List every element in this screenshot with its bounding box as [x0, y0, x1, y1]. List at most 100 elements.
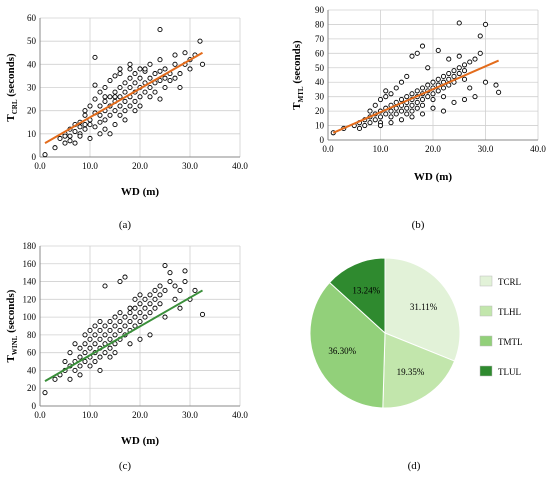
- data-point: [472, 56, 478, 62]
- x-tick-label: 0.0: [34, 161, 46, 171]
- pie-slice-tlhl: [382, 332, 456, 409]
- data-point: [367, 108, 373, 114]
- chart-panel-d: 31.11% 19.35% 36.30% 13.24% TCRL TLHL TMTL TLUL: [280, 238, 550, 453]
- data-point: [157, 27, 163, 33]
- data-point: [112, 94, 118, 100]
- data-point: [162, 75, 168, 81]
- caption-d: (d): [407, 460, 421, 472]
- data-point: [419, 102, 426, 108]
- data-point: [92, 124, 98, 130]
- legend-label: TLHL: [498, 307, 521, 317]
- data-point: [182, 50, 188, 56]
- data-point: [172, 61, 178, 67]
- data-point: [425, 82, 431, 88]
- y-tick-label: 30: [315, 92, 325, 102]
- data-point: [147, 75, 153, 81]
- data-point: [419, 111, 426, 117]
- data-point: [87, 122, 93, 128]
- data-point: [112, 314, 118, 320]
- data-point: [372, 117, 378, 123]
- data-point: [409, 53, 415, 59]
- data-point: [72, 367, 78, 373]
- data-point: [383, 94, 389, 100]
- data-point: [393, 111, 399, 117]
- data-point: [107, 78, 113, 84]
- scatter-chart-c: 0 20 40 60 80 100 120 140 160 180 0.0 10.0 20.0 30.0 4…: [5, 241, 248, 447]
- data-point: [440, 73, 447, 79]
- data-point: [157, 96, 163, 102]
- data-point: [62, 133, 68, 139]
- legend-swatch: [479, 335, 493, 347]
- data-point: [127, 310, 133, 316]
- data-point: [87, 327, 93, 333]
- x-tick-label: 30.0: [478, 144, 494, 154]
- y-tick-label: 20: [315, 106, 325, 116]
- data-point: [72, 128, 78, 135]
- data-point: [92, 96, 98, 102]
- data-point: [177, 84, 183, 91]
- data-point: [362, 123, 368, 129]
- data-point: [430, 105, 436, 111]
- data-point: [132, 108, 138, 114]
- data-point: [127, 75, 133, 81]
- data-point: [82, 359, 88, 365]
- scatter-chart-a: 0 10 20 30 40 50 60 0.0 10.0 20.0 30.0 40.0 WD (m) TC…: [5, 13, 248, 198]
- data-point: [112, 122, 118, 128]
- data-point: [97, 119, 103, 125]
- data-point: [117, 84, 123, 91]
- data-point: [97, 112, 103, 118]
- data-point: [127, 103, 133, 109]
- data-point: [456, 53, 462, 59]
- data-point: [182, 268, 188, 274]
- data-point: [356, 125, 363, 131]
- data-point: [122, 89, 128, 95]
- legend-label: TMTL: [498, 337, 523, 347]
- data-point: [388, 120, 394, 126]
- data-point: [430, 79, 436, 85]
- data-point: [398, 79, 405, 85]
- data-point: [137, 310, 143, 316]
- data-point: [162, 84, 168, 91]
- data-point: [162, 263, 168, 269]
- data-point: [383, 88, 389, 94]
- data-point: [199, 311, 206, 317]
- y-tick-label: 0: [32, 152, 37, 162]
- legend-swatch: [479, 275, 493, 287]
- data-point: [97, 319, 103, 325]
- data-point: [117, 112, 123, 118]
- data-point: [102, 84, 108, 91]
- data-point: [92, 359, 98, 365]
- data-point: [451, 68, 457, 74]
- data-point: [107, 319, 113, 325]
- data-point: [147, 94, 153, 100]
- data-point: [147, 310, 153, 316]
- data-point: [137, 66, 143, 72]
- data-point: [414, 99, 420, 105]
- data-point: [377, 114, 384, 120]
- y-tick-label: 30: [27, 83, 37, 93]
- data-point: [404, 105, 410, 111]
- x-tick-label: 20.0: [425, 144, 441, 154]
- data-point: [122, 314, 128, 320]
- data-point: [57, 135, 63, 142]
- data-point: [137, 94, 143, 100]
- data-point: [177, 305, 183, 311]
- data-point: [496, 89, 502, 95]
- data-point: [117, 279, 123, 285]
- y-tick-label: 80: [27, 330, 37, 340]
- data-point: [157, 68, 163, 74]
- data-point: [82, 350, 88, 356]
- trend-line: [332, 59, 500, 134]
- data-point: [117, 310, 123, 316]
- caption-c: (c): [118, 460, 132, 472]
- y-axis-label: TWINL (seconds): [5, 289, 19, 362]
- data-point: [197, 38, 203, 44]
- data-point: [467, 85, 473, 91]
- pie-slice-tlul: [328, 257, 386, 335]
- data-point: [162, 66, 168, 72]
- data-point: [477, 50, 483, 56]
- data-point: [142, 314, 148, 320]
- data-point: [112, 332, 118, 338]
- x-axis-label: WD (m): [414, 171, 453, 183]
- x-tick-label: 30.0: [182, 161, 198, 171]
